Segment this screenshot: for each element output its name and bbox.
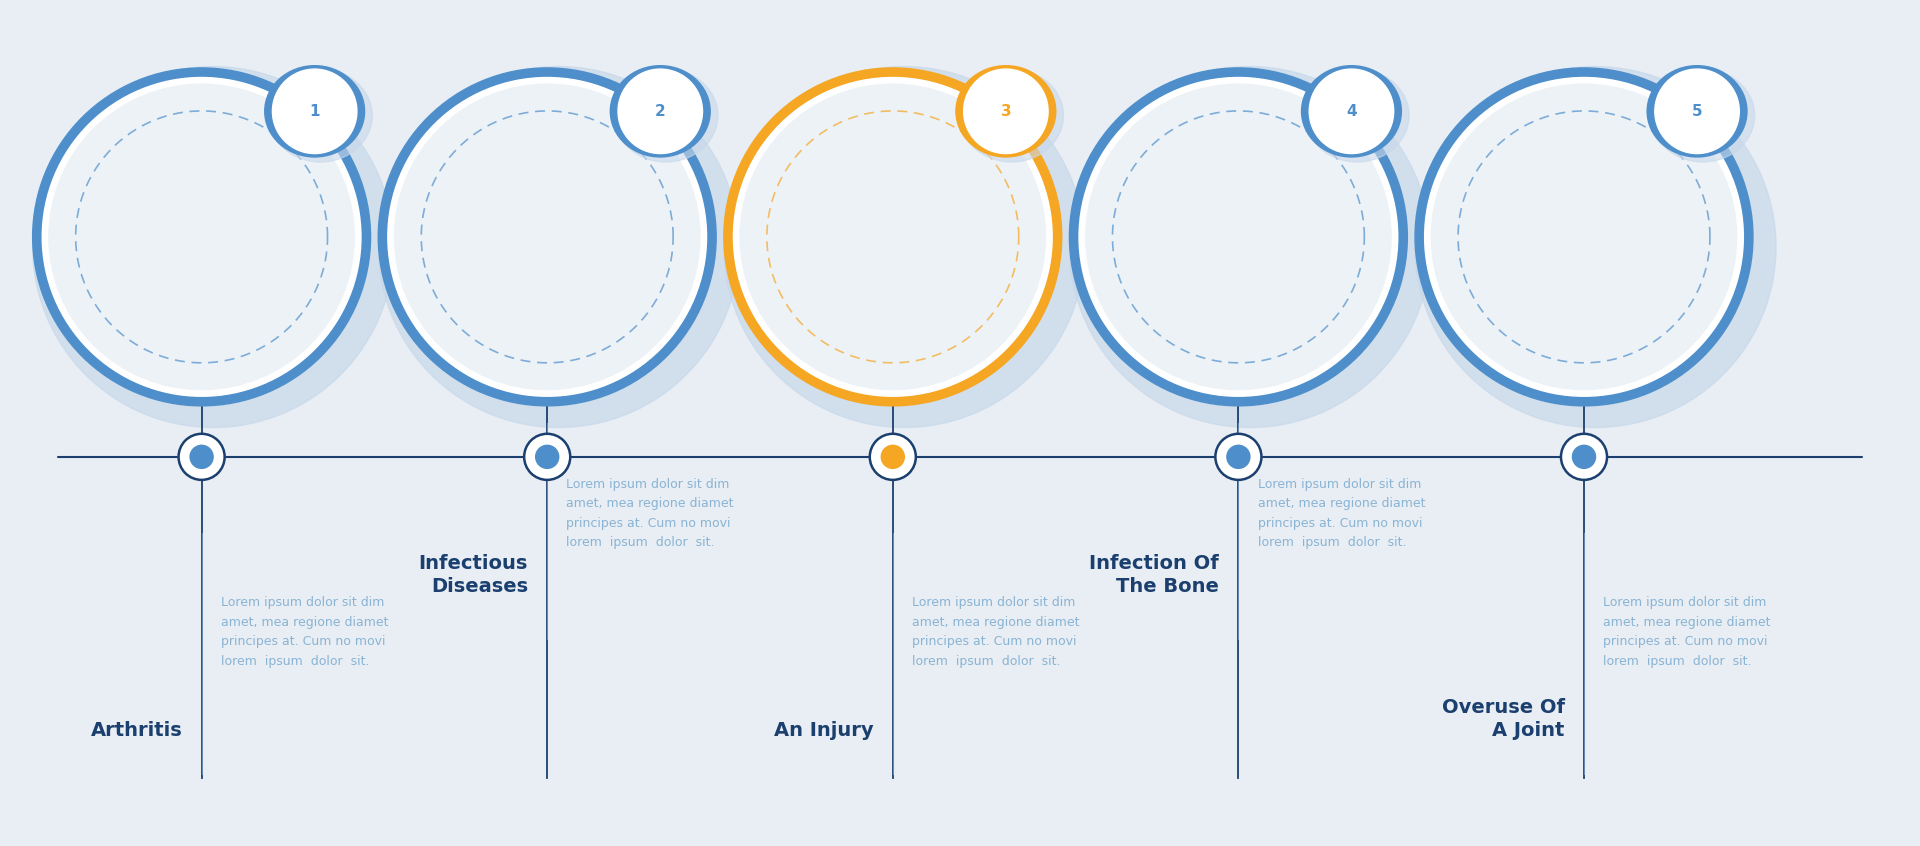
Ellipse shape [1415,68,1753,406]
Ellipse shape [611,66,710,157]
Text: Lorem ipsum dolor sit dim
amet, mea regione diamet
principes at. Cum no movi
lor: Lorem ipsum dolor sit dim amet, mea regi… [912,596,1079,668]
Ellipse shape [724,67,1085,427]
Ellipse shape [1227,445,1250,469]
Text: Lorem ipsum dolor sit dim
amet, mea regione diamet
principes at. Cum no movi
lor: Lorem ipsum dolor sit dim amet, mea regi… [221,596,388,668]
Ellipse shape [33,67,394,427]
Ellipse shape [724,68,1062,406]
Ellipse shape [618,69,703,154]
Ellipse shape [1069,67,1430,427]
Ellipse shape [394,84,701,390]
Text: 1: 1 [309,104,321,118]
Ellipse shape [1655,69,1740,154]
Ellipse shape [190,445,213,469]
Ellipse shape [1647,66,1747,157]
Ellipse shape [265,66,365,157]
Ellipse shape [1302,66,1402,157]
Ellipse shape [1415,67,1776,427]
Ellipse shape [48,84,355,390]
Text: 2: 2 [655,104,666,118]
Text: 3: 3 [1000,104,1012,118]
Ellipse shape [269,69,372,162]
Text: An Injury: An Injury [774,722,874,740]
Ellipse shape [378,67,739,427]
Text: Lorem ipsum dolor sit dim
amet, mea regione diamet
principes at. Cum no movi
lor: Lorem ipsum dolor sit dim amet, mea regi… [1603,596,1770,668]
Ellipse shape [1079,78,1398,396]
Ellipse shape [960,69,1064,162]
Ellipse shape [1215,434,1261,480]
Ellipse shape [1309,69,1394,154]
Text: Infectious
Diseases: Infectious Diseases [419,554,528,596]
Ellipse shape [964,69,1048,154]
Ellipse shape [378,68,716,406]
Ellipse shape [42,78,361,396]
Text: Lorem ipsum dolor sit dim
amet, mea regione diamet
principes at. Cum no movi
lor: Lorem ipsum dolor sit dim amet, mea regi… [1258,478,1425,550]
Text: 4: 4 [1346,104,1357,118]
Ellipse shape [739,84,1046,390]
Ellipse shape [273,69,357,154]
Ellipse shape [870,434,916,480]
Ellipse shape [614,69,718,162]
Ellipse shape [1306,69,1409,162]
Ellipse shape [388,78,707,396]
Ellipse shape [1430,84,1738,390]
Ellipse shape [1572,445,1596,469]
Ellipse shape [1651,69,1755,162]
Ellipse shape [524,434,570,480]
Text: Lorem ipsum dolor sit dim
amet, mea regione diamet
principes at. Cum no movi
lor: Lorem ipsum dolor sit dim amet, mea regi… [566,478,733,550]
Ellipse shape [733,78,1052,396]
Ellipse shape [536,445,559,469]
Text: Infection Of
The Bone: Infection Of The Bone [1089,554,1219,596]
Ellipse shape [1425,78,1743,396]
Ellipse shape [33,68,371,406]
Ellipse shape [881,445,904,469]
Text: Arthritis: Arthritis [90,722,182,740]
Text: 5: 5 [1692,104,1703,118]
Ellipse shape [1069,68,1407,406]
Ellipse shape [956,66,1056,157]
Ellipse shape [179,434,225,480]
Ellipse shape [1085,84,1392,390]
Text: Overuse Of
A Joint: Overuse Of A Joint [1442,698,1565,740]
Ellipse shape [1561,434,1607,480]
